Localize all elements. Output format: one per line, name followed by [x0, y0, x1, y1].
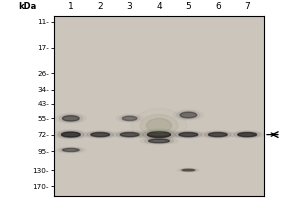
Ellipse shape [91, 132, 110, 137]
Ellipse shape [179, 132, 198, 137]
Ellipse shape [234, 132, 260, 137]
Ellipse shape [177, 111, 200, 119]
Text: 2: 2 [98, 2, 103, 11]
Ellipse shape [238, 132, 256, 137]
Ellipse shape [146, 118, 172, 132]
Ellipse shape [59, 148, 82, 152]
Ellipse shape [62, 148, 79, 152]
Text: 5: 5 [185, 2, 191, 11]
Ellipse shape [58, 131, 84, 138]
Ellipse shape [182, 169, 195, 171]
Ellipse shape [208, 132, 227, 137]
Ellipse shape [119, 115, 140, 121]
Text: 6: 6 [215, 2, 221, 11]
Text: 3: 3 [127, 2, 133, 11]
Ellipse shape [144, 138, 174, 144]
Text: 1: 1 [68, 2, 74, 11]
Ellipse shape [116, 132, 143, 137]
Ellipse shape [138, 129, 180, 140]
Ellipse shape [205, 132, 231, 137]
Text: 4: 4 [156, 2, 162, 11]
Ellipse shape [87, 132, 113, 137]
Text: kDa: kDa [18, 2, 37, 11]
Text: 7: 7 [244, 2, 250, 11]
Ellipse shape [140, 114, 178, 135]
Ellipse shape [175, 132, 202, 137]
Ellipse shape [54, 130, 88, 139]
Ellipse shape [122, 116, 137, 121]
Ellipse shape [180, 112, 197, 118]
Ellipse shape [61, 132, 80, 137]
Ellipse shape [59, 114, 82, 122]
Ellipse shape [120, 132, 139, 137]
Ellipse shape [143, 130, 175, 139]
Ellipse shape [148, 139, 170, 143]
Ellipse shape [180, 169, 197, 171]
Ellipse shape [148, 132, 170, 137]
Ellipse shape [62, 116, 79, 121]
